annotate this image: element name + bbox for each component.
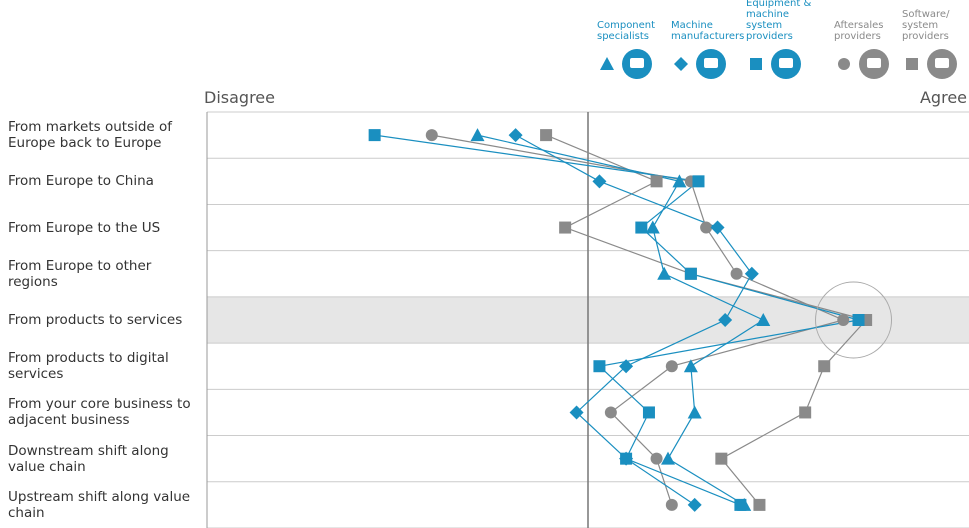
marker <box>756 313 771 326</box>
axis-label-right: Agree <box>919 88 967 107</box>
category-label: From Europe to China <box>8 173 154 190</box>
legend-icon-glyph <box>935 58 949 68</box>
marker <box>635 221 648 234</box>
marker <box>674 57 688 71</box>
category-label: Upstream shift along value chain <box>8 488 191 521</box>
marker <box>592 174 607 189</box>
annotation-circle <box>815 281 893 359</box>
marker <box>852 314 865 326</box>
marker <box>661 451 676 465</box>
marker <box>730 267 743 280</box>
marker <box>692 175 705 188</box>
category-label: From your core business to adjacent busi… <box>8 396 191 429</box>
marker <box>559 221 572 234</box>
category-label: From Europe to other regions <box>8 257 152 290</box>
category-label: From products to digital services <box>8 350 169 383</box>
marker <box>687 497 702 512</box>
marker <box>683 359 698 373</box>
marker <box>687 405 702 419</box>
marker <box>672 174 687 188</box>
category-label: From markets outside of Europe back to E… <box>8 119 173 152</box>
marker <box>665 360 678 373</box>
marker <box>906 58 918 70</box>
marker <box>838 58 850 70</box>
legend-label: Software/ system providers <box>902 9 950 42</box>
marker <box>508 128 523 143</box>
marker <box>604 406 617 419</box>
legend-icon-glyph <box>867 58 881 68</box>
legend-icon-glyph <box>779 58 793 68</box>
marker <box>837 314 850 326</box>
marker <box>645 220 660 234</box>
legend-icon-glyph <box>704 58 718 68</box>
marker <box>425 129 438 142</box>
marker <box>715 452 728 465</box>
marker <box>753 498 766 511</box>
marker <box>569 405 584 420</box>
marker <box>750 58 762 70</box>
marker <box>650 452 663 465</box>
marker <box>818 360 831 373</box>
marker <box>642 406 655 419</box>
marker <box>650 175 663 188</box>
marker <box>744 266 759 281</box>
marker <box>700 221 713 234</box>
marker <box>799 406 812 419</box>
legend-icon-glyph <box>630 58 644 68</box>
marker <box>593 360 606 373</box>
legend-label: Machine manufacturers <box>671 20 745 42</box>
category-label: From products to services <box>8 312 183 328</box>
marker <box>600 57 614 70</box>
axis-label-left: Disagree <box>204 88 275 107</box>
marker <box>540 129 553 142</box>
legend-label: Aftersales providers <box>834 20 884 42</box>
marker <box>684 267 697 280</box>
marker <box>368 129 381 142</box>
legend-label: Component specialists <box>597 20 656 42</box>
legend-label: Equipment & machine system providers <box>746 0 812 42</box>
marker <box>619 451 634 466</box>
category-label: Downstream shift along value chain <box>8 442 169 475</box>
marker <box>737 497 752 511</box>
marker <box>470 128 485 142</box>
marker <box>665 498 678 511</box>
category-label: From Europe to the US <box>8 219 161 236</box>
marker <box>619 359 634 374</box>
marker <box>710 220 725 235</box>
marker <box>718 313 733 327</box>
marker <box>657 266 672 280</box>
